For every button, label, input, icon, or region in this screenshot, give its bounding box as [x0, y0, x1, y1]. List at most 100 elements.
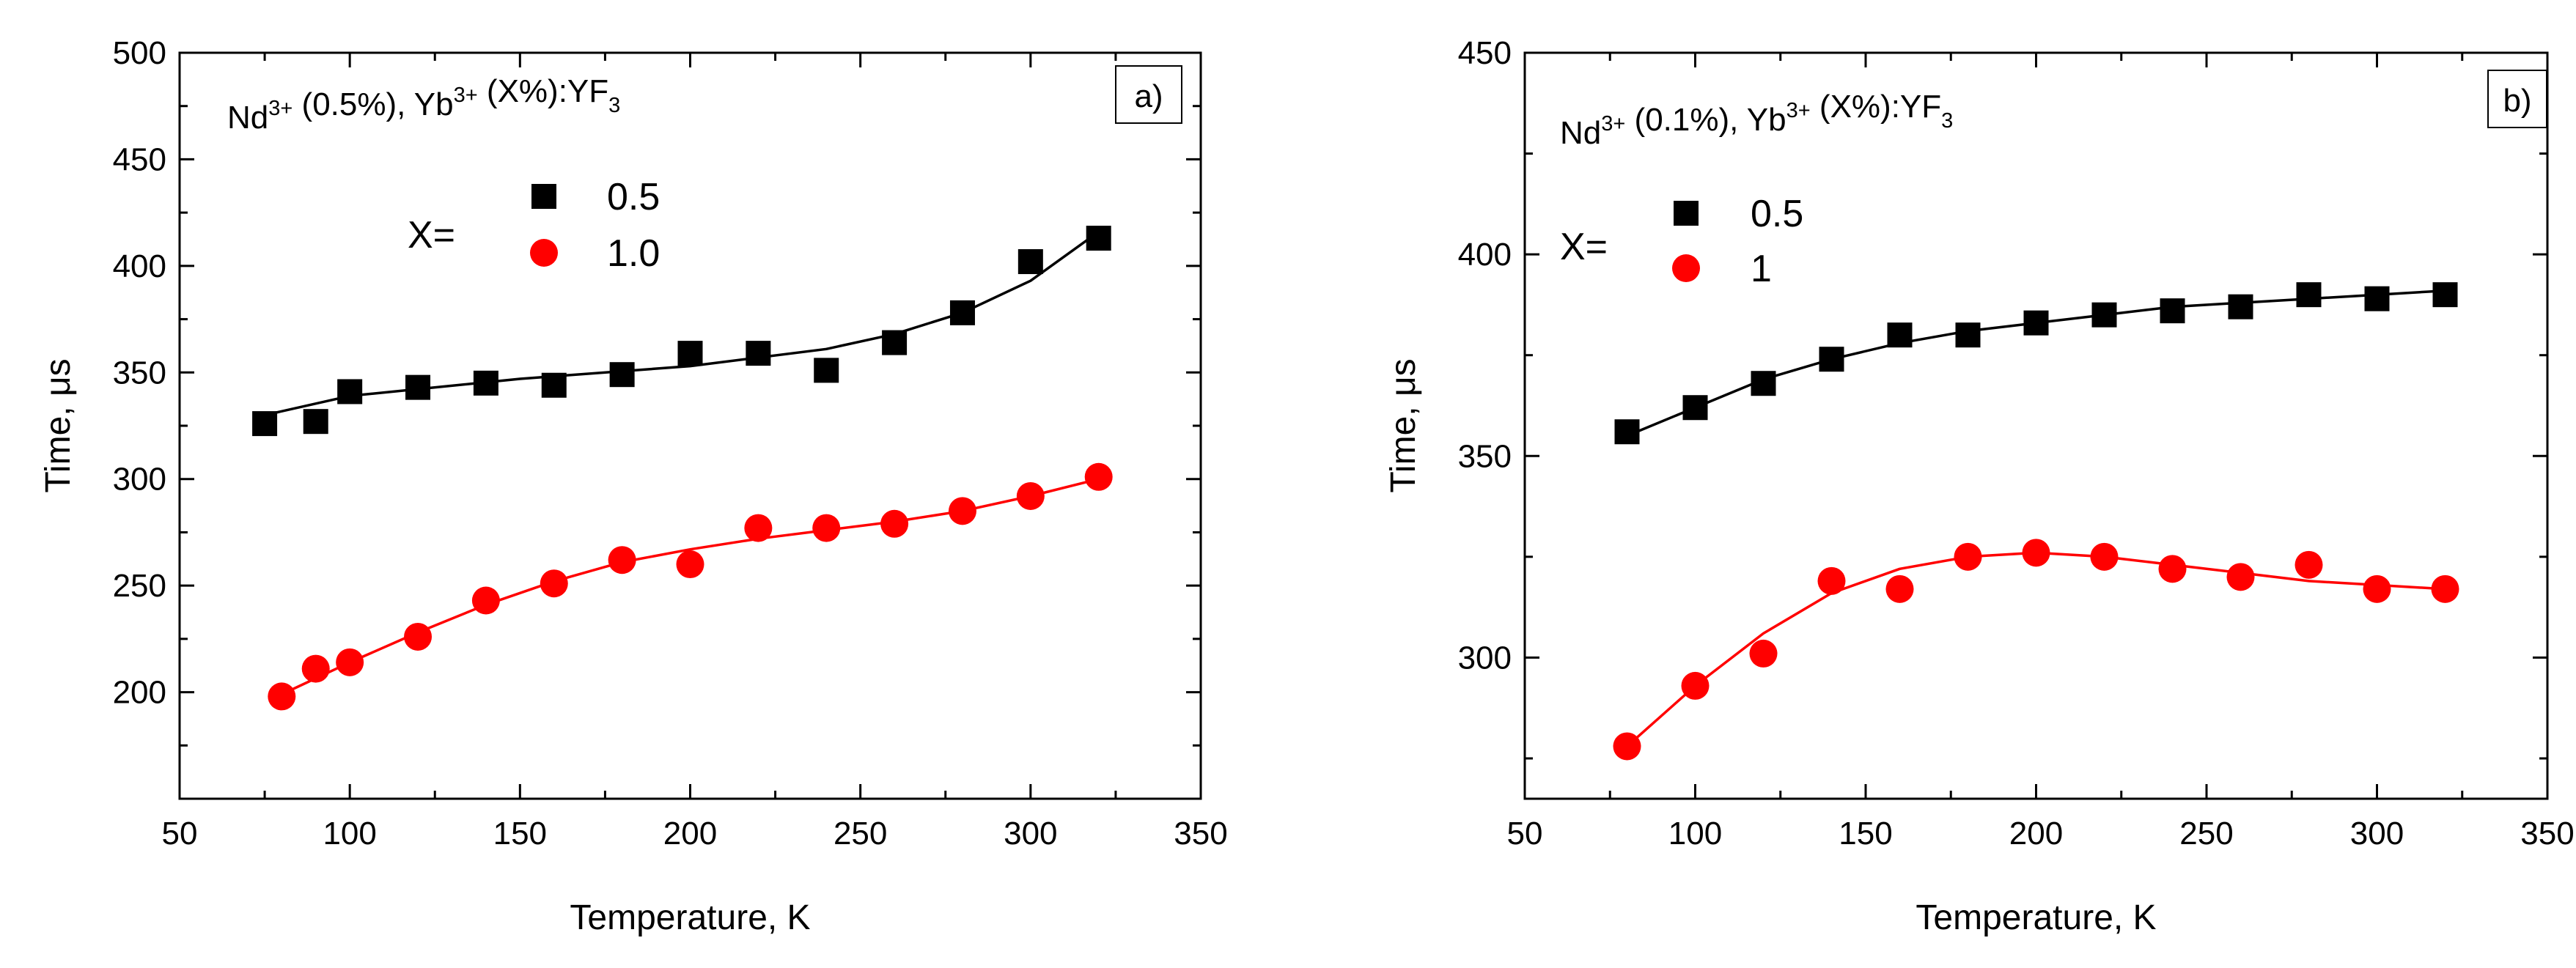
- legend-marker-circle: [1672, 254, 1700, 282]
- data-point-square: [1614, 419, 1640, 445]
- data-point-square: [2023, 310, 2049, 336]
- y-tick-label: 350: [113, 355, 166, 391]
- data-point-square: [1086, 226, 1111, 251]
- data-point-circle: [2090, 542, 2119, 571]
- x-tick-label: 250: [2179, 816, 2233, 851]
- data-point-circle: [1016, 481, 1045, 510]
- y-tick-label: 400: [1458, 237, 1512, 273]
- data-point-square: [473, 370, 498, 396]
- data-point-square: [1751, 371, 1776, 396]
- y-axis-title: Time, μs: [1384, 358, 1423, 492]
- data-point-circle: [948, 497, 976, 525]
- data-point-square: [405, 374, 431, 400]
- data-point-square: [882, 330, 908, 355]
- panel-label-box: [1115, 65, 1182, 124]
- data-point-circle: [1681, 671, 1710, 700]
- data-point-square: [677, 341, 703, 366]
- data-point-circle: [1954, 542, 1982, 571]
- x-tick-label: 100: [323, 816, 376, 851]
- data-point-square: [1819, 347, 1844, 372]
- y-tick-label: 250: [113, 568, 166, 604]
- data-point-circle: [812, 514, 841, 542]
- data-point-circle: [2022, 539, 2050, 567]
- chart-panel-b: 50 100 150 200 250 300 350 300 350 400 450 Temperat…: [1384, 35, 2575, 937]
- y-tick-label: 500: [113, 35, 166, 71]
- data-point-circle: [2158, 555, 2187, 583]
- legend-label: 0.5: [1751, 193, 1803, 235]
- panel-title: Nd3+ (0.5%), Yb3+ (X%):YF3: [227, 73, 620, 136]
- x-tick-label: 100: [1668, 816, 1722, 851]
- data-point-square: [1887, 322, 1913, 348]
- data-point-square: [1682, 395, 1708, 421]
- panel-label: b): [2503, 83, 2531, 119]
- legend-prefix: X=: [408, 214, 455, 256]
- data-point-square: [252, 411, 278, 437]
- data-point-square: [2228, 294, 2253, 319]
- data-point-square: [814, 358, 839, 383]
- legend-marker-square: [1674, 201, 1699, 226]
- data-point-circle: [676, 550, 704, 579]
- fit-curve-red: [1626, 551, 2446, 747]
- data-point-square: [1955, 322, 1981, 348]
- x-tick-label: 350: [1174, 816, 1227, 851]
- data-point-circle: [1817, 566, 1846, 595]
- plot-frame: [178, 51, 1202, 800]
- chart-panel-a: 50 100 150 200 250 300 350 200 250 300 350 400 450 50…: [39, 35, 1228, 937]
- panel-title: Nd3+ (0.1%), Yb3+ (X%):YF3: [1560, 89, 1953, 151]
- legend-prefix: X=: [1560, 226, 1608, 268]
- data-point-square: [337, 379, 363, 404]
- panel-label-box: [2487, 70, 2547, 128]
- x-tick-label: 250: [833, 816, 887, 851]
- data-point-square: [303, 409, 328, 435]
- y-tick-label: 300: [1458, 640, 1512, 676]
- data-point-circle: [744, 514, 773, 542]
- plot-frame: [1523, 51, 2549, 800]
- x-tick-label: 200: [2009, 816, 2063, 851]
- data-point-circle: [880, 509, 909, 538]
- data-point-circle: [1749, 639, 1778, 668]
- data-point-circle: [2431, 574, 2459, 603]
- y-tick-label: 450: [1458, 35, 1512, 71]
- data-point-square: [2364, 286, 2390, 311]
- legend-label: 1: [1751, 248, 1772, 290]
- x-axis-title: Temperature, K: [570, 898, 810, 937]
- x-tick-label: 50: [1507, 816, 1543, 851]
- x-tick-label: 300: [1004, 816, 1057, 851]
- x-tick-label: 150: [493, 816, 547, 851]
- data-point-square: [2432, 282, 2458, 308]
- x-tick-label: 350: [2520, 816, 2574, 851]
- panel-label: a): [1134, 78, 1163, 114]
- data-point-circle: [540, 569, 568, 598]
- y-tick-label: 400: [113, 248, 166, 284]
- x-tick-label: 50: [162, 816, 198, 851]
- x-tick-label: 200: [663, 816, 717, 851]
- y-tick-label: 450: [113, 141, 166, 177]
- data-point-square: [2296, 282, 2322, 308]
- legend-marker-circle: [530, 239, 558, 267]
- data-point-circle: [2226, 563, 2255, 591]
- data-point-circle: [301, 654, 330, 683]
- legend-marker-square: [531, 184, 556, 209]
- legend-label: 1.0: [607, 232, 660, 275]
- data-point-circle: [471, 586, 500, 615]
- data-point-circle: [404, 622, 433, 651]
- legend-label: 0.5: [607, 176, 660, 218]
- x-tick-label: 150: [1839, 816, 1892, 851]
- data-point-square: [2091, 302, 2117, 328]
- data-point-circle: [336, 648, 364, 676]
- data-point-circle: [268, 682, 296, 711]
- data-point-square: [1017, 249, 1043, 275]
- data-point-square: [541, 372, 567, 398]
- y-tick-label: 200: [113, 675, 166, 711]
- data-point-square: [949, 300, 975, 325]
- data-point-circle: [2295, 550, 2323, 579]
- x-axis-title: Temperature, K: [1916, 898, 2156, 937]
- y-tick-label: 350: [1458, 438, 1512, 474]
- data-point-circle: [1084, 462, 1113, 491]
- data-point-square: [746, 341, 771, 366]
- data-point-square: [609, 362, 635, 388]
- y-tick-label: 300: [113, 462, 166, 498]
- data-point-circle: [1613, 732, 1641, 761]
- data-point-square: [2160, 298, 2185, 324]
